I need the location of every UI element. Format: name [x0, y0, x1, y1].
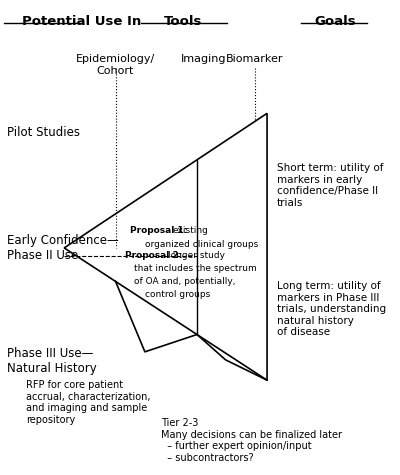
Text: Biomarker: Biomarker	[226, 54, 284, 64]
Text: Epidemiology/
Cohort: Epidemiology/ Cohort	[76, 54, 155, 76]
Text: of OA and, potentially,: of OA and, potentially,	[134, 277, 235, 286]
Text: Tools: Tools	[164, 15, 202, 28]
Text: Tier 2-3
Many decisions can be finalized later
  – further expert opinion/input
: Tier 2-3 Many decisions can be finalized…	[162, 418, 342, 463]
Text: existing: existing	[172, 226, 208, 235]
Text: Goals: Goals	[315, 15, 356, 28]
Text: Phase III Use—
Natural History: Phase III Use— Natural History	[7, 347, 97, 375]
Text: Early Confidence—
Phase II Use: Early Confidence— Phase II Use	[7, 234, 119, 262]
Text: Potential Use In: Potential Use In	[22, 15, 141, 28]
Text: that includes the spectrum: that includes the spectrum	[134, 264, 257, 273]
Text: Proposal 1:: Proposal 1:	[130, 226, 191, 235]
Text: Short term: utility of
markers in early
confidence/Phase II
trials: Short term: utility of markers in early …	[277, 163, 384, 208]
Text: RFP for core patient
accrual, characterization,
and imaging and sample
repositor: RFP for core patient accrual, characteri…	[26, 380, 150, 425]
Text: longer study: longer study	[168, 251, 225, 260]
Text: Imaging: Imaging	[181, 54, 226, 64]
Text: Long term: utility of
markers in Phase III
trials, understanding
natural history: Long term: utility of markers in Phase I…	[277, 281, 386, 337]
Text: Proposal 2:: Proposal 2:	[125, 251, 185, 260]
Text: organized clinical groups: organized clinical groups	[145, 240, 258, 249]
Text: control groups: control groups	[145, 290, 210, 299]
Text: Pilot Studies: Pilot Studies	[7, 126, 80, 139]
